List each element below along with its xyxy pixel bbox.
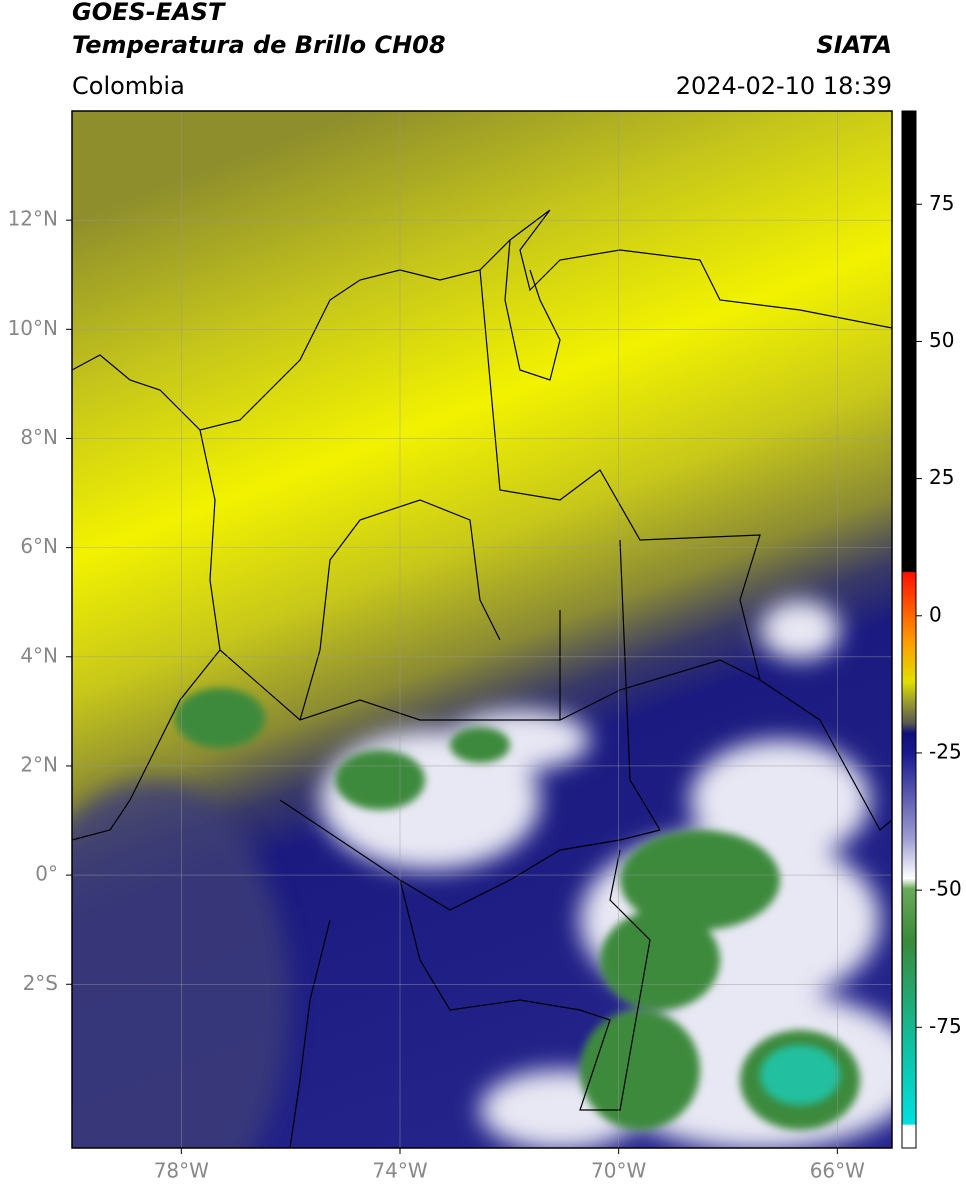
map-frame xyxy=(71,110,893,1149)
y-tick-label: 2°S xyxy=(23,971,58,995)
x-tick-label: 78°W xyxy=(154,1159,209,1183)
colorbar-tick-label: 0 xyxy=(929,602,942,626)
map-image xyxy=(72,111,892,1148)
x-tick-label: 66°W xyxy=(810,1159,865,1183)
subtitle: Temperatura de Brillo CH08 xyxy=(72,31,446,59)
colorbar xyxy=(901,110,917,1149)
colorbar-tick-label: 25 xyxy=(929,465,954,489)
timestamp: 2024-02-10 18:39 xyxy=(676,72,892,100)
source: SIATA xyxy=(816,31,892,59)
x-tick-label: 70°W xyxy=(591,1159,646,1183)
y-tick-label: 8°N xyxy=(20,425,58,449)
colorbar-tick-label: 50 xyxy=(929,328,954,352)
colorbar-tick-label: -50 xyxy=(929,877,962,901)
y-tick-label: 12°N xyxy=(8,207,58,231)
colorbar-tick-label: -75 xyxy=(929,1014,962,1038)
grid xyxy=(72,111,892,1148)
y-tick-label: 6°N xyxy=(20,534,58,558)
y-tick-label: 2°N xyxy=(20,752,58,776)
y-tick-label: 0° xyxy=(35,862,58,886)
y-tick-label: 4°N xyxy=(20,643,58,667)
region: Colombia xyxy=(72,72,185,100)
colorbar-tick-label: -25 xyxy=(929,739,962,763)
colorbar-tick-label: 75 xyxy=(929,191,954,215)
x-tick-label: 74°W xyxy=(372,1159,427,1183)
title: GOES-EAST xyxy=(72,0,226,26)
y-tick-label: 10°N xyxy=(8,316,58,340)
